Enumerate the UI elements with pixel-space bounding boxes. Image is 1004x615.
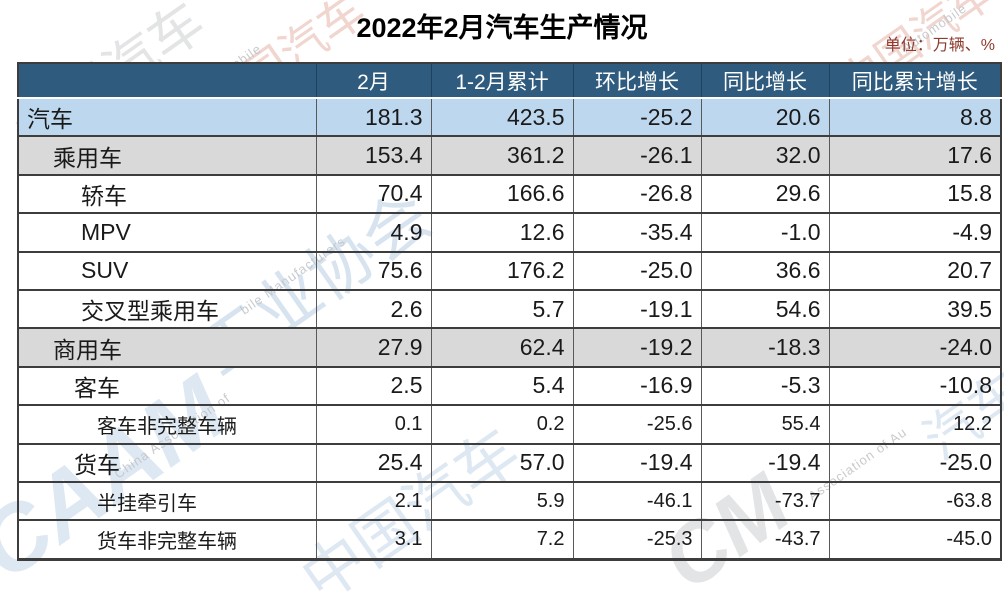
- cell-value: -43.7: [700, 520, 829, 560]
- table-row: 货车 25.4 57.0 -19.4 -19.4 -25.0: [18, 443, 1001, 482]
- row-label: 客车非完整车辆: [97, 415, 237, 438]
- column-header: 1-2月累计: [430, 63, 573, 98]
- row-label: MPV: [81, 218, 131, 245]
- cell-value: 5.9: [430, 481, 573, 521]
- row-label: 乘用车: [18, 136, 316, 175]
- cell-value: 54.6: [700, 289, 829, 329]
- table-row: MPV 4.9 12.6 -35.4 -1.0 -4.9: [18, 213, 1001, 252]
- column-header: 同比累计增长: [828, 63, 1001, 98]
- cell-value: -35.4: [572, 213, 701, 252]
- cell-value: 2.5: [315, 366, 431, 406]
- column-header: 环比增长: [572, 63, 701, 98]
- cell-value: -25.3: [572, 520, 701, 560]
- row-label: SUV: [81, 257, 129, 284]
- corner-header: [18, 63, 316, 98]
- cell-value: -73.7: [700, 481, 829, 521]
- column-header: 同比增长: [700, 63, 829, 98]
- cell-value: -4.9: [828, 213, 1001, 252]
- cell-value: -24.0: [828, 328, 1001, 367]
- row-label: 半挂牵引车: [97, 492, 197, 515]
- cell-value: 62.4: [430, 328, 573, 367]
- cell-value: 181.3: [315, 98, 431, 137]
- table-body: 汽车 181.3 423.5 -25.2 20.6 8.8 乘用车 153.4 361.2 -26…: [18, 98, 1001, 560]
- cell-value: -26.1: [572, 136, 701, 175]
- cell-value: -19.4: [572, 443, 701, 482]
- cell-value: -16.9: [572, 366, 701, 406]
- cell-value: 361.2: [430, 136, 573, 175]
- cell-value: 7.2: [430, 520, 573, 560]
- cell-value: 2.1: [315, 481, 431, 521]
- cell-value: 32.0: [700, 136, 829, 175]
- cell-value: 17.6: [828, 136, 1001, 175]
- cell-value: 55.4: [700, 405, 829, 444]
- cell-value: 25.4: [315, 443, 431, 482]
- row-label: 交叉型乘用车: [81, 298, 219, 325]
- cell-value: -25.0: [828, 443, 1001, 482]
- cell-value: 12.6: [430, 213, 573, 252]
- cell-value: -19.2: [572, 328, 701, 367]
- cell-value: 5.7: [430, 289, 573, 329]
- table-row: 半挂牵引车 2.1 5.9 -46.1 -73.7 -63.8: [18, 481, 1001, 521]
- cell-value: 0.2: [430, 405, 573, 444]
- row-label: 货车非完整车辆: [97, 530, 237, 553]
- table-row: 客车非完整车辆 0.1 0.2 -25.6 55.4 12.2: [18, 405, 1001, 444]
- cell-value: 8.8: [828, 98, 1001, 137]
- cell-value: -25.0: [572, 251, 701, 290]
- header-row: 2月 1-2月累计 环比增长 同比增长 同比累计增长: [18, 63, 1001, 98]
- table-row: 轿车 70.4 166.6 -26.8 29.6 15.8: [18, 174, 1001, 214]
- row-label: 轿车: [81, 182, 127, 209]
- production-table: 2月 1-2月累计 环比增长 同比增长 同比累计增长 汽车 181.3 423.5 -25.2…: [17, 62, 1002, 561]
- cell-value: -19.4: [700, 443, 829, 482]
- cell-value: 57.0: [430, 443, 573, 482]
- row-label: 商用车: [18, 328, 316, 367]
- cell-value: -25.2: [572, 98, 701, 137]
- cell-value: 4.9: [315, 213, 431, 252]
- cell-value: -46.1: [572, 481, 701, 521]
- cell-value: 39.5: [828, 289, 1001, 329]
- cell-value: -63.8: [828, 481, 1001, 521]
- table-row: 货车非完整车辆 3.1 7.2 -25.3 -43.7 -45.0: [18, 520, 1001, 560]
- cell-value: 36.6: [700, 251, 829, 290]
- row-label: 客车: [74, 374, 120, 401]
- cell-value: 423.5: [430, 98, 573, 137]
- cell-value: 75.6: [315, 251, 431, 290]
- cell-value: 3.1: [315, 520, 431, 560]
- cell-value: 0.1: [315, 405, 431, 444]
- column-header: 2月: [315, 63, 431, 98]
- cell-value: -26.8: [572, 174, 701, 214]
- cell-value: -1.0: [700, 213, 829, 252]
- cell-value: 166.6: [430, 174, 573, 214]
- cell-value: 176.2: [430, 251, 573, 290]
- table-row: 乘用车 153.4 361.2 -26.1 32.0 17.6: [18, 136, 1001, 175]
- table-row: 交叉型乘用车 2.6 5.7 -19.1 54.6 39.5: [18, 289, 1001, 329]
- cell-value: 2.6: [315, 289, 431, 329]
- row-label: 货车: [74, 451, 120, 478]
- cell-value: -19.1: [572, 289, 701, 329]
- table-row: 汽车 181.3 423.5 -25.2 20.6 8.8: [18, 98, 1001, 137]
- row-label: 汽车: [18, 98, 316, 137]
- table-row: SUV 75.6 176.2 -25.0 36.6 20.7: [18, 251, 1001, 290]
- page-title: 2022年2月汽车生产情况: [356, 13, 648, 43]
- cell-value: -18.3: [700, 328, 829, 367]
- unit-label: 单位：万辆、%: [884, 37, 995, 54]
- cell-value: -45.0: [828, 520, 1001, 560]
- cell-value: -10.8: [828, 366, 1001, 406]
- table-row: 商用车 27.9 62.4 -19.2 -18.3 -24.0: [18, 328, 1001, 367]
- cell-value: 70.4: [315, 174, 431, 214]
- cell-value: -25.6: [572, 405, 701, 444]
- cell-value: 20.7: [828, 251, 1001, 290]
- cell-value: 27.9: [315, 328, 431, 367]
- table-row: 客车 2.5 5.4 -16.9 -5.3 -10.8: [18, 366, 1001, 406]
- cell-value: 12.2: [828, 405, 1001, 444]
- cell-value: 20.6: [700, 98, 829, 137]
- cell-value: -5.3: [700, 366, 829, 406]
- cell-value: 153.4: [315, 136, 431, 175]
- cell-value: 5.4: [430, 366, 573, 406]
- cell-value: 29.6: [700, 174, 829, 214]
- cell-value: 15.8: [828, 174, 1001, 214]
